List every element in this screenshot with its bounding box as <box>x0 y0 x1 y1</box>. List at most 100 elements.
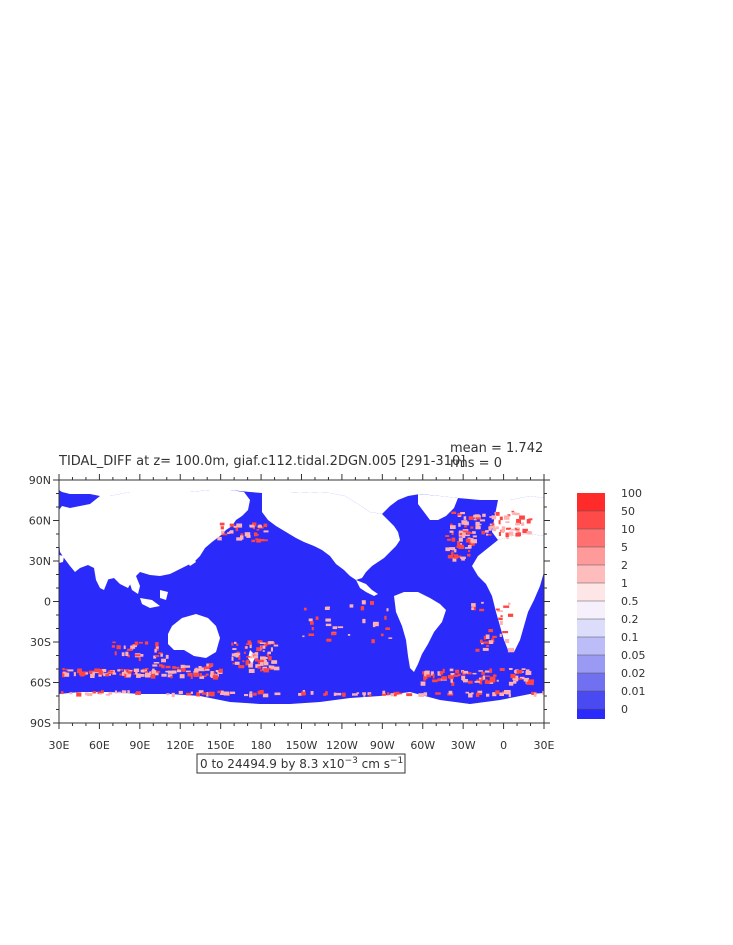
hotspot-cell <box>259 645 266 649</box>
hotspot-cell <box>138 641 143 644</box>
hotspot-cell <box>486 533 489 536</box>
hotspot-cell <box>499 692 504 696</box>
hotspot-cell <box>447 554 454 559</box>
hotspot-cell <box>450 679 453 683</box>
hotspot-cell <box>152 664 158 667</box>
hotspot-cell <box>450 673 455 676</box>
hotspot-cell <box>126 673 131 678</box>
hotspot-cell <box>491 515 497 520</box>
hotspot-cell <box>155 646 159 649</box>
hotspot-cell <box>488 526 492 531</box>
hotspot-cell <box>86 693 93 697</box>
hotspot-cell <box>464 525 467 528</box>
hotspot-cell <box>151 670 157 675</box>
colorbar-label: 0.1 <box>621 631 639 644</box>
hotspot-cell <box>510 673 516 679</box>
hotspot-cell <box>442 668 445 673</box>
hotspot-cell <box>271 665 275 670</box>
hotspot-cell <box>271 662 277 664</box>
hotspot-cell <box>134 654 141 657</box>
hotspot-cell <box>227 532 230 535</box>
hotspot-cell <box>361 600 366 605</box>
hotspot-cell <box>148 672 153 676</box>
x-tick-label: 90E <box>129 739 150 752</box>
hotspot-cell <box>471 692 474 695</box>
range-label-main: 0 to 24494.9 by 8.3 x10 <box>200 757 345 771</box>
hotspot-cell <box>472 672 477 675</box>
x-tick-label: 30E <box>534 739 555 752</box>
hotspot-cell <box>512 677 516 681</box>
hotspot-cell <box>451 537 456 542</box>
hotspot-cell <box>76 692 82 697</box>
colorbar-label: 0 <box>621 703 628 716</box>
hotspot-cell <box>251 539 256 543</box>
hotspot-cell <box>489 525 496 529</box>
hotspot-cell <box>301 691 306 696</box>
hotspot-cell <box>463 679 468 683</box>
hotspot-cell <box>116 645 121 650</box>
hotspot-cell <box>253 692 257 696</box>
hotspot-cell <box>152 668 155 672</box>
hotspot-cell <box>477 690 483 694</box>
landmass-india <box>94 568 108 590</box>
hotspot-cell <box>244 694 249 697</box>
hotspot-cell <box>500 620 503 625</box>
hotspot-cell <box>502 631 509 634</box>
hotspot-cell <box>97 691 102 694</box>
colorbar-swatch <box>577 565 605 583</box>
hotspot-cell <box>221 530 225 535</box>
hotspot-cell <box>160 653 163 657</box>
landmass-south-america <box>394 592 446 672</box>
hotspot-cell <box>542 690 544 695</box>
hotspot-cell <box>526 681 531 685</box>
hotspot-cell <box>222 533 228 536</box>
hotspot-cell <box>220 526 224 530</box>
hotspot-cell <box>487 681 494 684</box>
hotspot-cell <box>481 642 484 645</box>
hotspot-cell <box>424 674 427 677</box>
hotspot-cell <box>256 529 260 531</box>
hotspot-cell <box>229 523 235 527</box>
hotspot-cell <box>495 608 500 611</box>
hotspot-cell <box>507 647 514 653</box>
hotspot-cell <box>478 670 483 672</box>
hotspot-cell <box>257 640 263 644</box>
range-label-frame <box>196 753 406 774</box>
hotspot-cell <box>259 642 266 644</box>
hotspot-cell <box>390 693 396 697</box>
hotspot-cell <box>475 648 480 652</box>
hotspot-cell <box>125 651 129 656</box>
hotspot-cell <box>156 670 161 673</box>
hotspot-cell <box>208 663 214 666</box>
hotspot-cell <box>484 670 490 673</box>
hotspot-cell <box>186 692 192 696</box>
hotspot-cell <box>158 652 163 654</box>
hotspot-cell <box>380 633 384 637</box>
hotspot-cell <box>308 633 315 636</box>
hotspot-cell <box>325 618 331 622</box>
hotspot-cell <box>303 607 307 611</box>
hotspot-cell <box>274 692 281 696</box>
hotspot-cell <box>124 673 128 678</box>
hotspot-cell <box>263 523 268 528</box>
hotspot-cell <box>133 644 137 648</box>
landmass-indonesia <box>140 590 168 608</box>
hotspot-cell <box>114 651 117 656</box>
hotspot-cell <box>201 692 207 695</box>
hotspot-cell <box>471 607 474 610</box>
hotspot-cell <box>526 519 531 524</box>
hotspot-cell <box>505 690 511 695</box>
hotspot-cell <box>381 693 387 696</box>
hotspot-cell <box>161 673 167 677</box>
landmass-antarctica <box>59 692 544 723</box>
hotspot-cell <box>174 666 180 669</box>
plot-title: TIDAL_DIFF at z= 100.0m, giaf.c112.tidal… <box>58 454 465 469</box>
hotspot-cell <box>165 665 171 669</box>
hotspot-cell <box>475 521 480 526</box>
hotspot-cell <box>406 693 413 697</box>
colorbar-label: 10 <box>621 523 635 536</box>
hotspot-cell <box>373 621 379 627</box>
hotspot-cell <box>92 691 97 694</box>
hotspot-cell <box>528 679 535 683</box>
hotspot-cell <box>516 519 521 524</box>
